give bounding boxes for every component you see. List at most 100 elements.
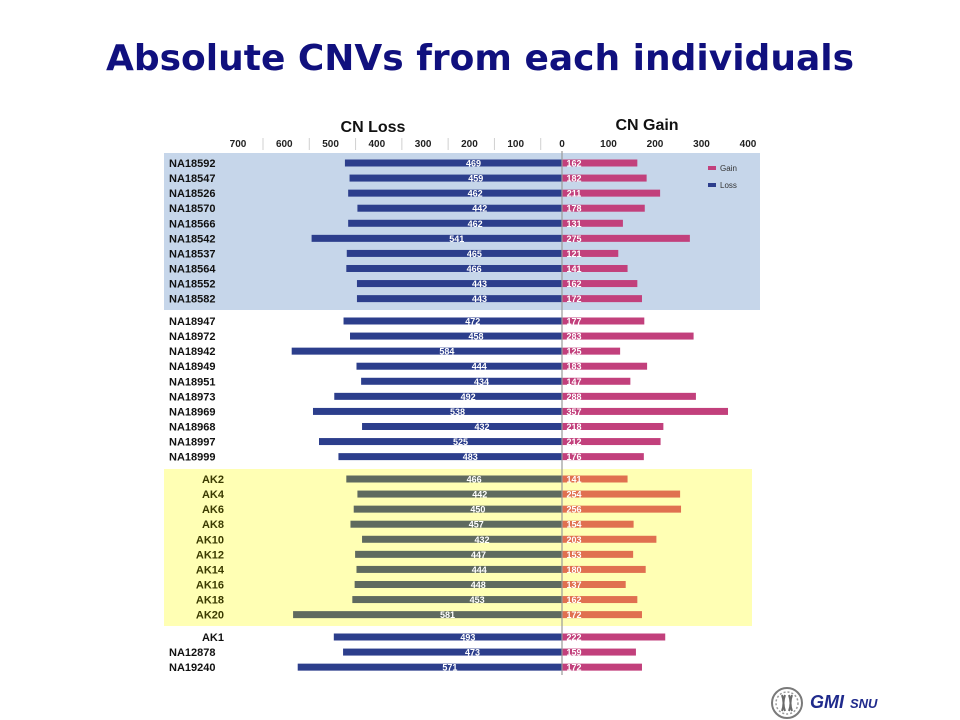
legend-gain-label: Gain [720,164,737,173]
gain-axis-title: CN Gain [615,117,678,134]
loss-value-label: 432 [475,422,490,432]
loss-value-label: 444 [472,362,487,372]
sample-label: NA18582 [169,294,215,306]
gain-bar [562,362,648,370]
gain-bar [562,580,626,588]
loss-bar [356,295,562,303]
sample-label: NA18949 [169,361,215,373]
gain-bar [562,189,661,197]
sample-label: NA18526 [169,188,215,200]
gain-value-label: 172 [566,294,581,304]
loss-bar [361,377,562,385]
gain-value-label: 162 [566,159,581,169]
gain-bar [562,392,696,400]
gain-tick-label: 300 [693,139,710,150]
gain-value-label: 147 [566,377,581,387]
gain-value-label: 254 [566,490,581,500]
sample-label: NA18942 [169,346,215,358]
gain-bar [562,317,645,325]
gain-bar [562,204,645,212]
sample-label: AK20 [196,610,224,622]
gain-value-label: 162 [566,595,581,605]
gain-value-label: 125 [566,347,581,357]
gain-value-label: 211 [567,189,582,199]
loss-bar [311,234,562,242]
gain-bar [562,159,638,167]
loss-bar [343,317,562,325]
loss-tick-label: 700 [230,139,247,150]
gain-value-label: 177 [566,317,581,327]
loss-bar [349,174,562,182]
loss-value-label: 453 [470,595,485,605]
loss-value-label: 541 [449,234,464,244]
loss-bar [348,219,562,227]
sample-label: AK4 [202,489,225,501]
gain-value-label: 159 [566,648,581,658]
gain-bar [562,648,636,656]
gain-value-label: 178 [566,204,581,214]
gain-bar [562,550,634,558]
loss-value-label: 458 [468,332,483,342]
loss-tick-label: 100 [507,139,524,150]
gain-bar [562,332,694,340]
loss-value-label: 525 [453,437,468,447]
loss-bar [350,332,562,340]
loss-value-label: 457 [469,520,484,530]
loss-tick-label: 600 [276,139,293,150]
gain-value-label: 121 [566,249,581,259]
gain-bar [562,490,681,498]
gain-value-label: 222 [566,633,581,643]
loss-value-label: 447 [471,550,486,560]
sample-label: NA18973 [169,391,215,403]
loss-value-label: 450 [470,505,485,515]
gain-bar [562,264,628,272]
sample-label: NA18999 [169,452,215,464]
loss-bar [356,280,562,288]
loss-bar [346,264,562,272]
loss-value-label: 443 [472,279,487,289]
sample-label: NA18566 [169,218,215,230]
loss-value-label: 465 [467,249,482,259]
loss-bar [333,633,562,641]
gain-bar [562,377,631,385]
sample-label: NA18542 [169,233,215,245]
sample-label: NA18564 [169,263,216,275]
sample-label: AK16 [196,579,224,591]
gain-value-label: 212 [566,437,581,447]
slide-title: Absolute CNVs from each individuals [105,38,855,79]
gain-bar [562,453,644,461]
loss-value-label: 444 [472,565,487,575]
loss-value-label: 432 [475,535,490,545]
axis-strip [222,137,762,151]
sample-label: NA18972 [169,331,215,343]
gain-bar [562,565,646,573]
loss-value-label: 473 [465,648,480,658]
sample-label: AK18 [196,595,224,607]
loss-value-label: 493 [460,633,475,643]
gain-bar [562,438,661,446]
loss-bar [346,475,562,483]
loss-bar [297,663,562,671]
loss-value-label: 483 [463,452,478,462]
gain-bar [562,422,664,430]
loss-tick-label: 500 [322,139,339,150]
gain-bar [562,633,666,641]
loss-value-label: 459 [468,174,483,184]
logo-gmi-text: GMI [810,692,844,712]
gain-bar [562,234,690,242]
gain-value-label: 183 [566,362,581,372]
gain-bar [562,505,682,513]
sample-label: NA18968 [169,421,215,433]
legend-loss-swatch [708,183,716,187]
loss-value-label: 584 [439,347,454,357]
sample-label: NA18570 [169,203,215,215]
loss-value-label: 466 [467,264,482,274]
sample-label: NA18969 [169,406,215,418]
sample-label: AK2 [202,474,224,486]
loss-value-label: 466 [467,475,482,485]
loss-bar [338,453,562,461]
legend-gain-swatch [708,166,716,170]
sample-label: NA18997 [169,437,215,449]
chromosome-logo-icon [771,687,803,719]
gain-tick-label: 0 [559,139,565,150]
